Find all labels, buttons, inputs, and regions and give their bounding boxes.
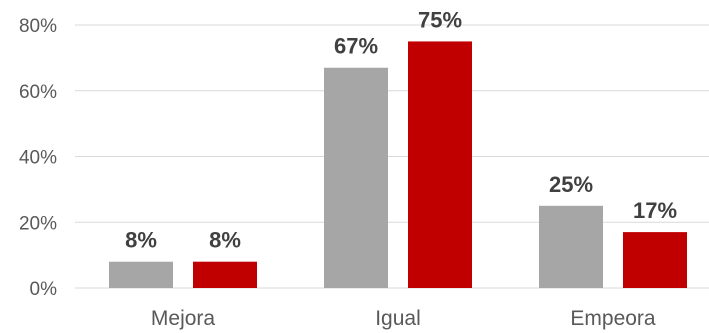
data-label: 8% xyxy=(125,228,157,253)
data-label: 8% xyxy=(209,228,241,253)
bar-empeora-series-1 xyxy=(539,205,603,288)
bar-igual-series-1 xyxy=(324,67,388,288)
data-label: 67% xyxy=(334,34,378,59)
bar-igual-series-2 xyxy=(408,41,472,288)
category-label: Igual xyxy=(375,307,421,330)
y-tick-label: 0% xyxy=(30,279,58,300)
y-tick-label: 80% xyxy=(19,16,57,37)
category-label: Empeora xyxy=(570,307,656,330)
data-label: 75% xyxy=(418,7,462,32)
data-labels: 8% 8% 67% 75% 25% 17% xyxy=(125,7,677,252)
bar-mejora-series-1 xyxy=(109,261,173,288)
bar-empeora-series-2 xyxy=(623,232,687,288)
x-axis-category-labels: Mejora Igual Empeora xyxy=(151,307,656,330)
y-tick-label: 20% xyxy=(19,213,57,234)
bars xyxy=(109,41,687,288)
data-label: 25% xyxy=(549,172,593,197)
y-axis-tick-labels: 0% 20% 40% 60% 80% xyxy=(19,16,57,300)
y-tick-label: 60% xyxy=(19,82,57,103)
data-label: 17% xyxy=(633,198,677,223)
y-tick-label: 40% xyxy=(19,148,57,169)
gridlines xyxy=(75,24,709,289)
category-label: Mejora xyxy=(151,307,216,330)
bar-mejora-series-2 xyxy=(193,261,257,288)
